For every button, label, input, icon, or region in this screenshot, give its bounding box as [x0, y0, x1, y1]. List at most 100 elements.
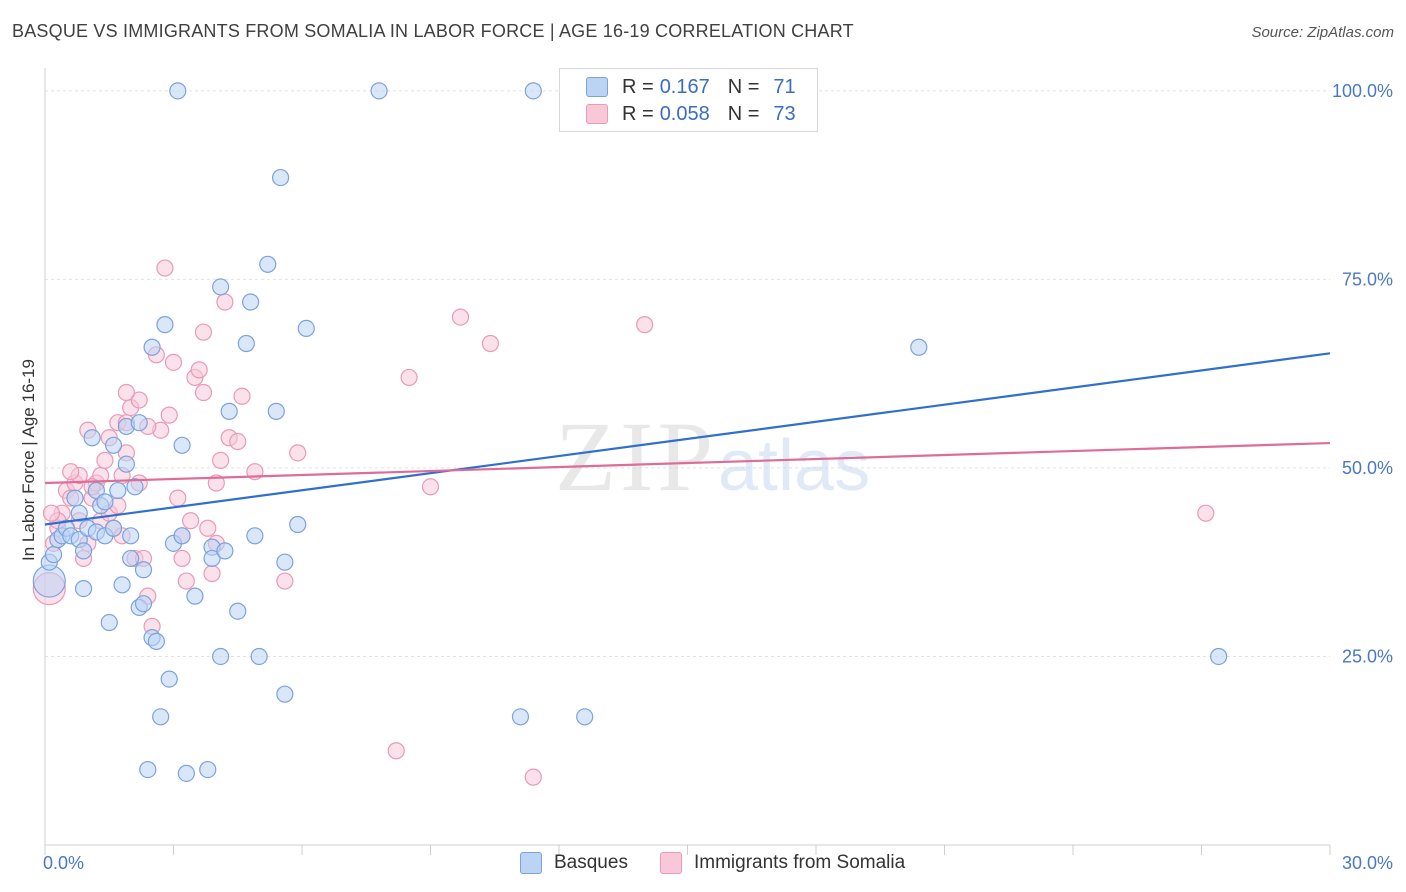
basques-point: [156, 316, 174, 334]
somalia-point: [190, 361, 208, 379]
basques-point: [173, 436, 191, 454]
somalia-point: [212, 451, 230, 469]
basques-point: [259, 255, 277, 273]
watermark-atlas: atlas: [718, 426, 870, 506]
basques-point: [74, 542, 93, 560]
legend-swatch-basques: [586, 77, 608, 97]
legend-n-value: 71: [773, 75, 796, 98]
basques-point: [96, 493, 114, 511]
somalia-point: [524, 768, 542, 786]
somalia-point: [199, 519, 217, 537]
chart-source: Source: ZipAtlas.com: [1251, 24, 1394, 41]
legend-label-somalia: Immigrants from Somalia: [694, 852, 906, 873]
watermark: ZIP atlas: [555, 401, 870, 512]
basques-point: [246, 527, 264, 545]
basques-point: [203, 549, 221, 568]
basques-point: [186, 587, 204, 605]
somalia-point: [42, 504, 61, 522]
basques-point: [109, 481, 127, 500]
somalia-point: [481, 334, 500, 353]
somalia-point: [130, 391, 148, 409]
basques-point: [122, 549, 140, 568]
somalia-point: [117, 383, 135, 402]
somalia-point: [169, 489, 187, 507]
basques-point: [169, 82, 187, 100]
basques-point: [1210, 647, 1228, 666]
basques-point: [289, 515, 307, 534]
somalia-point: [62, 463, 80, 481]
basques-point: [147, 632, 165, 650]
basques-point: [134, 561, 153, 579]
basques-point: [576, 708, 594, 726]
basques-point: [152, 708, 170, 726]
basques-point: [139, 760, 157, 779]
tick-labels: 25.0% 50.0% 75.0% 100.0% 0.0% 30.0%: [43, 81, 1393, 873]
basques-point: [177, 764, 195, 782]
series-legend: Basques Immigrants from Somalia: [0, 852, 1406, 878]
basques-point: [70, 504, 88, 522]
basques-point: [276, 685, 294, 703]
somalia-point: [207, 474, 225, 492]
basques-point: [242, 293, 260, 311]
somalia-point: [203, 564, 221, 583]
basques-point: [117, 455, 135, 473]
basques-point: [212, 647, 230, 666]
basques-point: [100, 613, 118, 632]
y-tick-label: 100.0%: [1332, 81, 1393, 101]
legend-item-basques[interactable]: Basques: [520, 852, 628, 874]
basques-point: [524, 82, 542, 100]
somalia-point: [194, 323, 213, 341]
somalia-point: [636, 316, 654, 334]
trend-lines: [44, 352, 1331, 526]
somalia-point: [194, 383, 213, 402]
basques-point: [44, 546, 63, 564]
basques-point: [66, 489, 84, 507]
legend-r-value: 0.167: [659, 75, 710, 98]
basques-point: [83, 429, 101, 447]
basques-point: [267, 402, 285, 420]
basques-point: [130, 414, 148, 432]
legend-r-value: 0.058: [659, 102, 710, 125]
somalia-point: [289, 444, 307, 462]
x-tick-label: 30.0%: [1342, 853, 1393, 873]
basques-point: [271, 168, 290, 187]
basques-point: [297, 319, 315, 338]
somalia-point: [229, 432, 247, 451]
chart-title: BASQUE VS IMMIGRANTS FROM SOMALIA IN LAB…: [12, 21, 854, 41]
legend-n-value: 73: [773, 102, 796, 125]
axes: [44, 68, 1331, 855]
y-tick-label: 50.0%: [1342, 458, 1393, 478]
basques-point: [237, 334, 255, 353]
legend-r-label: R =: [622, 102, 654, 125]
legend-n-label: N =: [727, 75, 760, 98]
legend-swatch-somalia: [586, 104, 608, 124]
somalia-point: [276, 572, 294, 590]
x-tick-label: 0.0%: [43, 853, 84, 873]
somalia-point: [177, 572, 195, 590]
somalia-point: [216, 293, 234, 311]
legend-item-somalia[interactable]: Immigrants from Somalia: [660, 852, 905, 874]
somalia-point: [173, 549, 191, 568]
series-basques-points: [32, 82, 1228, 782]
basques-point: [122, 527, 140, 545]
legend-row-basques: R = 0.167 N = 71: [586, 75, 796, 99]
y-tick-label: 25.0%: [1342, 646, 1393, 666]
trend-line-basques: [44, 352, 1331, 526]
legend-n-label: N =: [727, 102, 760, 125]
basques-point: [143, 338, 161, 356]
basques-point: [511, 708, 530, 726]
legend-r-label: R =: [622, 75, 654, 98]
gridlines: [45, 90, 1330, 657]
somalia-point: [160, 406, 178, 424]
somalia-point: [164, 353, 183, 371]
basques-point: [250, 647, 268, 666]
basques-point: [173, 527, 191, 545]
legend-label-basques: Basques: [554, 852, 628, 873]
legend-swatch-basques: [520, 852, 542, 874]
legend-row-somalia: R = 0.058 N = 73: [586, 102, 796, 126]
somalia-point: [233, 387, 251, 405]
basques-point: [199, 760, 217, 779]
trend-line-somalia: [44, 441, 1331, 485]
y-tick-label: 75.0%: [1342, 269, 1393, 289]
basques-point: [212, 278, 230, 296]
